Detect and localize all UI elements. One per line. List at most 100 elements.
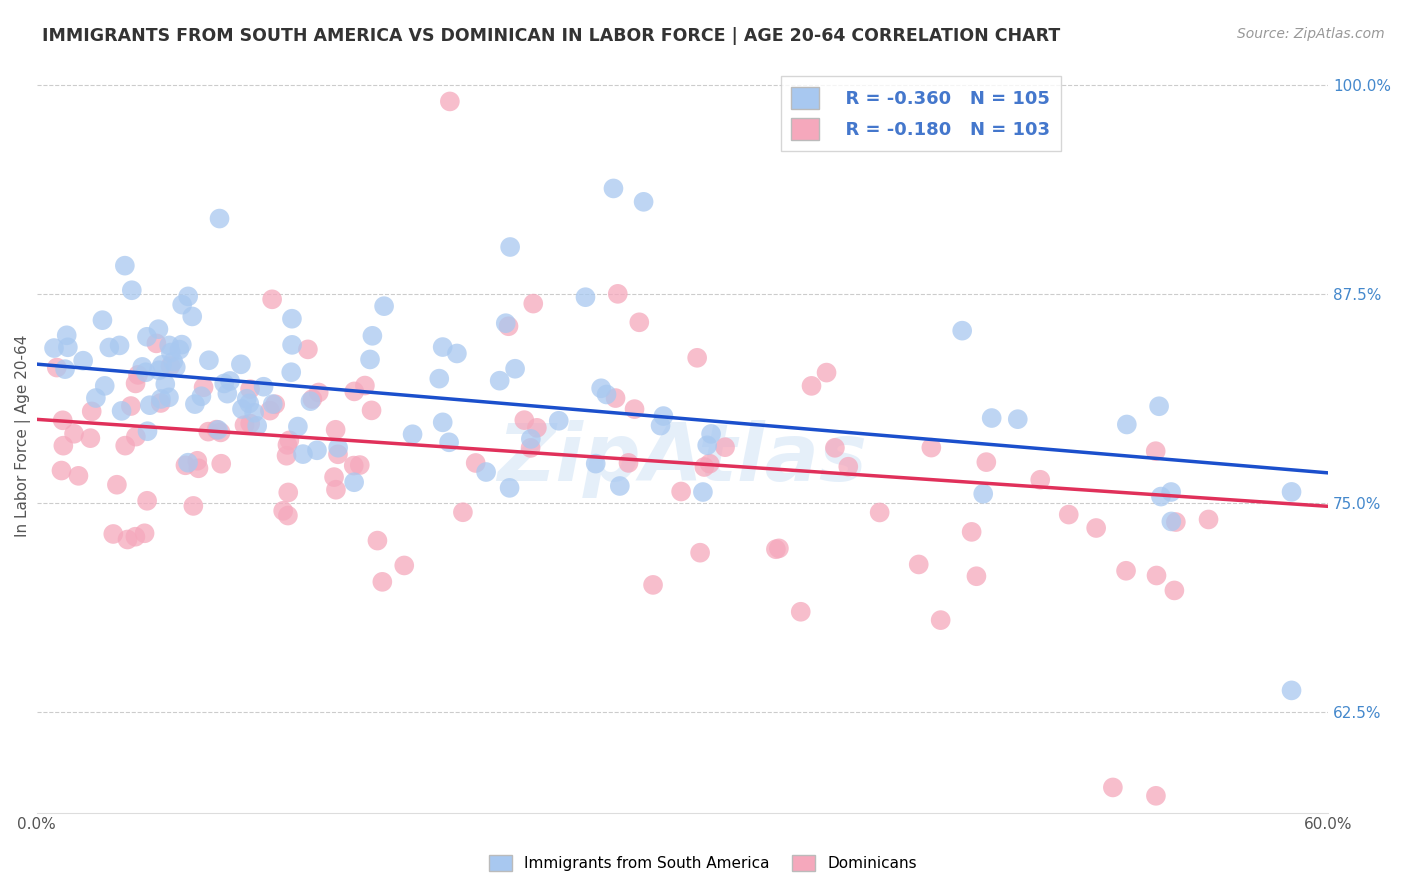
Point: [869, 506, 891, 520]
Point: [297, 343, 319, 357]
Point: [150, 358, 173, 372]
Point: [790, 605, 813, 619]
Point: [136, 493, 159, 508]
Point: [291, 447, 314, 461]
Point: [602, 181, 624, 195]
Point: [276, 438, 298, 452]
Text: IMMIGRANTS FROM SOUTH AMERICA VS DOMINICAN IN LABOR FORCE | AGE 20-64 CORRELATIO: IMMIGRANTS FROM SOUTH AMERICA VS DOMINIC…: [42, 27, 1060, 45]
Point: [157, 390, 180, 404]
Point: [1160, 515, 1182, 529]
Point: [299, 394, 322, 409]
Point: [127, 368, 149, 382]
Point: [148, 363, 170, 377]
Point: [193, 380, 215, 394]
Point: [526, 421, 548, 435]
Point: [1146, 568, 1168, 582]
Point: [208, 211, 231, 226]
Point: [765, 542, 787, 557]
Point: [169, 343, 191, 357]
Point: [98, 341, 121, 355]
Point: [183, 499, 205, 513]
Point: [349, 458, 371, 472]
Point: [950, 324, 973, 338]
Point: [52, 439, 75, 453]
Point: [498, 319, 520, 334]
Point: [1057, 508, 1080, 522]
Point: [585, 457, 607, 471]
Point: [252, 380, 274, 394]
Point: [595, 387, 617, 401]
Point: [120, 399, 142, 413]
Point: [114, 439, 136, 453]
Point: [124, 530, 146, 544]
Point: [84, 391, 107, 405]
Point: [209, 457, 232, 471]
Point: [187, 461, 209, 475]
Point: [800, 379, 823, 393]
Point: [360, 403, 382, 417]
Point: [271, 504, 294, 518]
Point: [522, 296, 544, 310]
Point: [325, 423, 347, 437]
Point: [623, 402, 645, 417]
Point: [980, 411, 1002, 425]
Y-axis label: In Labor Force | Age 20-64: In Labor Force | Age 20-64: [15, 334, 31, 537]
Point: [231, 402, 253, 417]
Point: [1102, 780, 1125, 795]
Point: [52, 413, 75, 427]
Point: [165, 360, 187, 375]
Point: [177, 289, 200, 303]
Point: [464, 456, 486, 470]
Point: [148, 322, 170, 336]
Point: [498, 481, 520, 495]
Point: [475, 465, 498, 479]
Point: [1150, 490, 1173, 504]
Point: [366, 533, 388, 548]
Point: [617, 456, 640, 470]
Point: [1281, 484, 1303, 499]
Point: [1115, 564, 1137, 578]
Point: [495, 316, 517, 330]
Point: [301, 392, 323, 406]
Point: [124, 376, 146, 391]
Point: [1144, 789, 1167, 803]
Point: [117, 533, 139, 547]
Text: Source: ZipAtlas.com: Source: ZipAtlas.com: [1237, 27, 1385, 41]
Point: [219, 374, 242, 388]
Point: [145, 336, 167, 351]
Point: [652, 409, 675, 423]
Point: [280, 365, 302, 379]
Point: [503, 361, 526, 376]
Point: [439, 95, 461, 109]
Point: [207, 423, 229, 437]
Point: [696, 438, 718, 452]
Point: [157, 338, 180, 352]
Point: [1164, 515, 1187, 529]
Point: [134, 526, 156, 541]
Point: [920, 441, 942, 455]
Point: [264, 397, 287, 411]
Legend:   R = -0.360   N = 105,   R = -0.180   N = 103: R = -0.360 N = 105, R = -0.180 N = 103: [780, 76, 1060, 151]
Point: [488, 374, 510, 388]
Point: [1198, 512, 1220, 526]
Point: [837, 459, 859, 474]
Point: [628, 315, 651, 329]
Point: [354, 378, 377, 392]
Point: [1115, 417, 1137, 432]
Point: [67, 468, 90, 483]
Point: [278, 434, 301, 448]
Point: [692, 485, 714, 500]
Point: [155, 377, 177, 392]
Point: [184, 397, 207, 411]
Point: [650, 418, 672, 433]
Point: [238, 396, 260, 410]
Point: [976, 455, 998, 469]
Point: [108, 338, 131, 352]
Point: [343, 384, 366, 399]
Point: [326, 441, 349, 455]
Point: [693, 460, 716, 475]
Point: [125, 429, 148, 443]
Point: [689, 546, 711, 560]
Point: [700, 426, 723, 441]
Point: [1007, 412, 1029, 426]
